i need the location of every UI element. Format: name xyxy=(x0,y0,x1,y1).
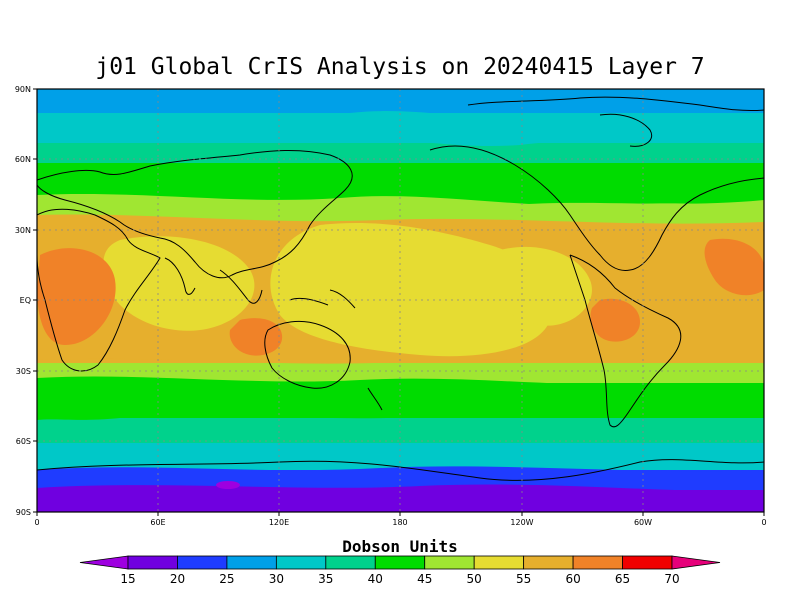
colorbar-swatch xyxy=(79,555,129,570)
ozone-field xyxy=(37,89,764,512)
colorbar-tick-label: 35 xyxy=(318,572,333,586)
colorbar-tick-label: 25 xyxy=(219,572,234,586)
colorbar-swatch xyxy=(473,555,525,570)
lat-label: 60S xyxy=(16,437,31,446)
colorbar-tick-label: 65 xyxy=(615,572,630,586)
colorbar-tick-label: 55 xyxy=(516,572,531,586)
lon-label: 0 xyxy=(761,518,766,527)
colorbar-tick-label: 20 xyxy=(170,572,185,586)
colorbar-swatch xyxy=(275,555,327,570)
map-title: j01 Global CrIS Analysis on 20240415 Lay… xyxy=(95,54,705,80)
lat-label: 60N xyxy=(15,155,31,164)
lon-label: 120E xyxy=(269,518,289,527)
colorbar-swatch xyxy=(325,555,376,570)
colorbar-tick-label: 15 xyxy=(120,572,135,586)
colorbar-tick-label: 45 xyxy=(417,572,432,586)
axis-ticks xyxy=(33,88,765,516)
lon-label: 60E xyxy=(150,518,165,527)
lon-label: 180 xyxy=(392,518,407,527)
lat-label: EQ xyxy=(20,296,31,305)
colorbar-swatch xyxy=(127,555,178,570)
lon-label: 0 xyxy=(34,518,39,527)
lon-label: 60W xyxy=(634,518,652,527)
colorbar-swatch xyxy=(177,555,228,570)
lon-label: 120W xyxy=(510,518,533,527)
colorbar-title: Dobson Units xyxy=(342,537,458,556)
coastlines xyxy=(37,96,764,481)
colorbar-swatch xyxy=(374,555,426,570)
lat-label: 30S xyxy=(16,367,31,376)
colorbar-swatch xyxy=(622,555,673,570)
colorbar-swatch xyxy=(523,555,574,570)
lat-label: 90N xyxy=(15,85,31,94)
colorbar: 15 20 25 30 35 40 45 50 55 60 65 70 xyxy=(79,555,721,586)
colorbar-tick-label: 30 xyxy=(269,572,284,586)
colorbar-tick-label: 40 xyxy=(368,572,383,586)
colorbar-tick-label: 50 xyxy=(467,572,482,586)
lat-label: 30N xyxy=(15,226,31,235)
latitude-labels: 90N 60N 30N EQ 30S 60S 90S xyxy=(15,85,31,517)
colorbar-swatch xyxy=(671,555,721,570)
longitude-labels: 0 60E 120E 180 120W 60W 0 xyxy=(34,518,766,527)
colorbar-swatch xyxy=(424,555,475,570)
colorbar-swatch xyxy=(226,555,277,570)
graticule xyxy=(37,89,764,512)
colorbar-tick-label: 60 xyxy=(565,572,580,586)
colorbar-swatch xyxy=(572,555,623,570)
lat-label: 90S xyxy=(16,508,31,517)
colorbar-tick-label: 70 xyxy=(664,572,679,586)
